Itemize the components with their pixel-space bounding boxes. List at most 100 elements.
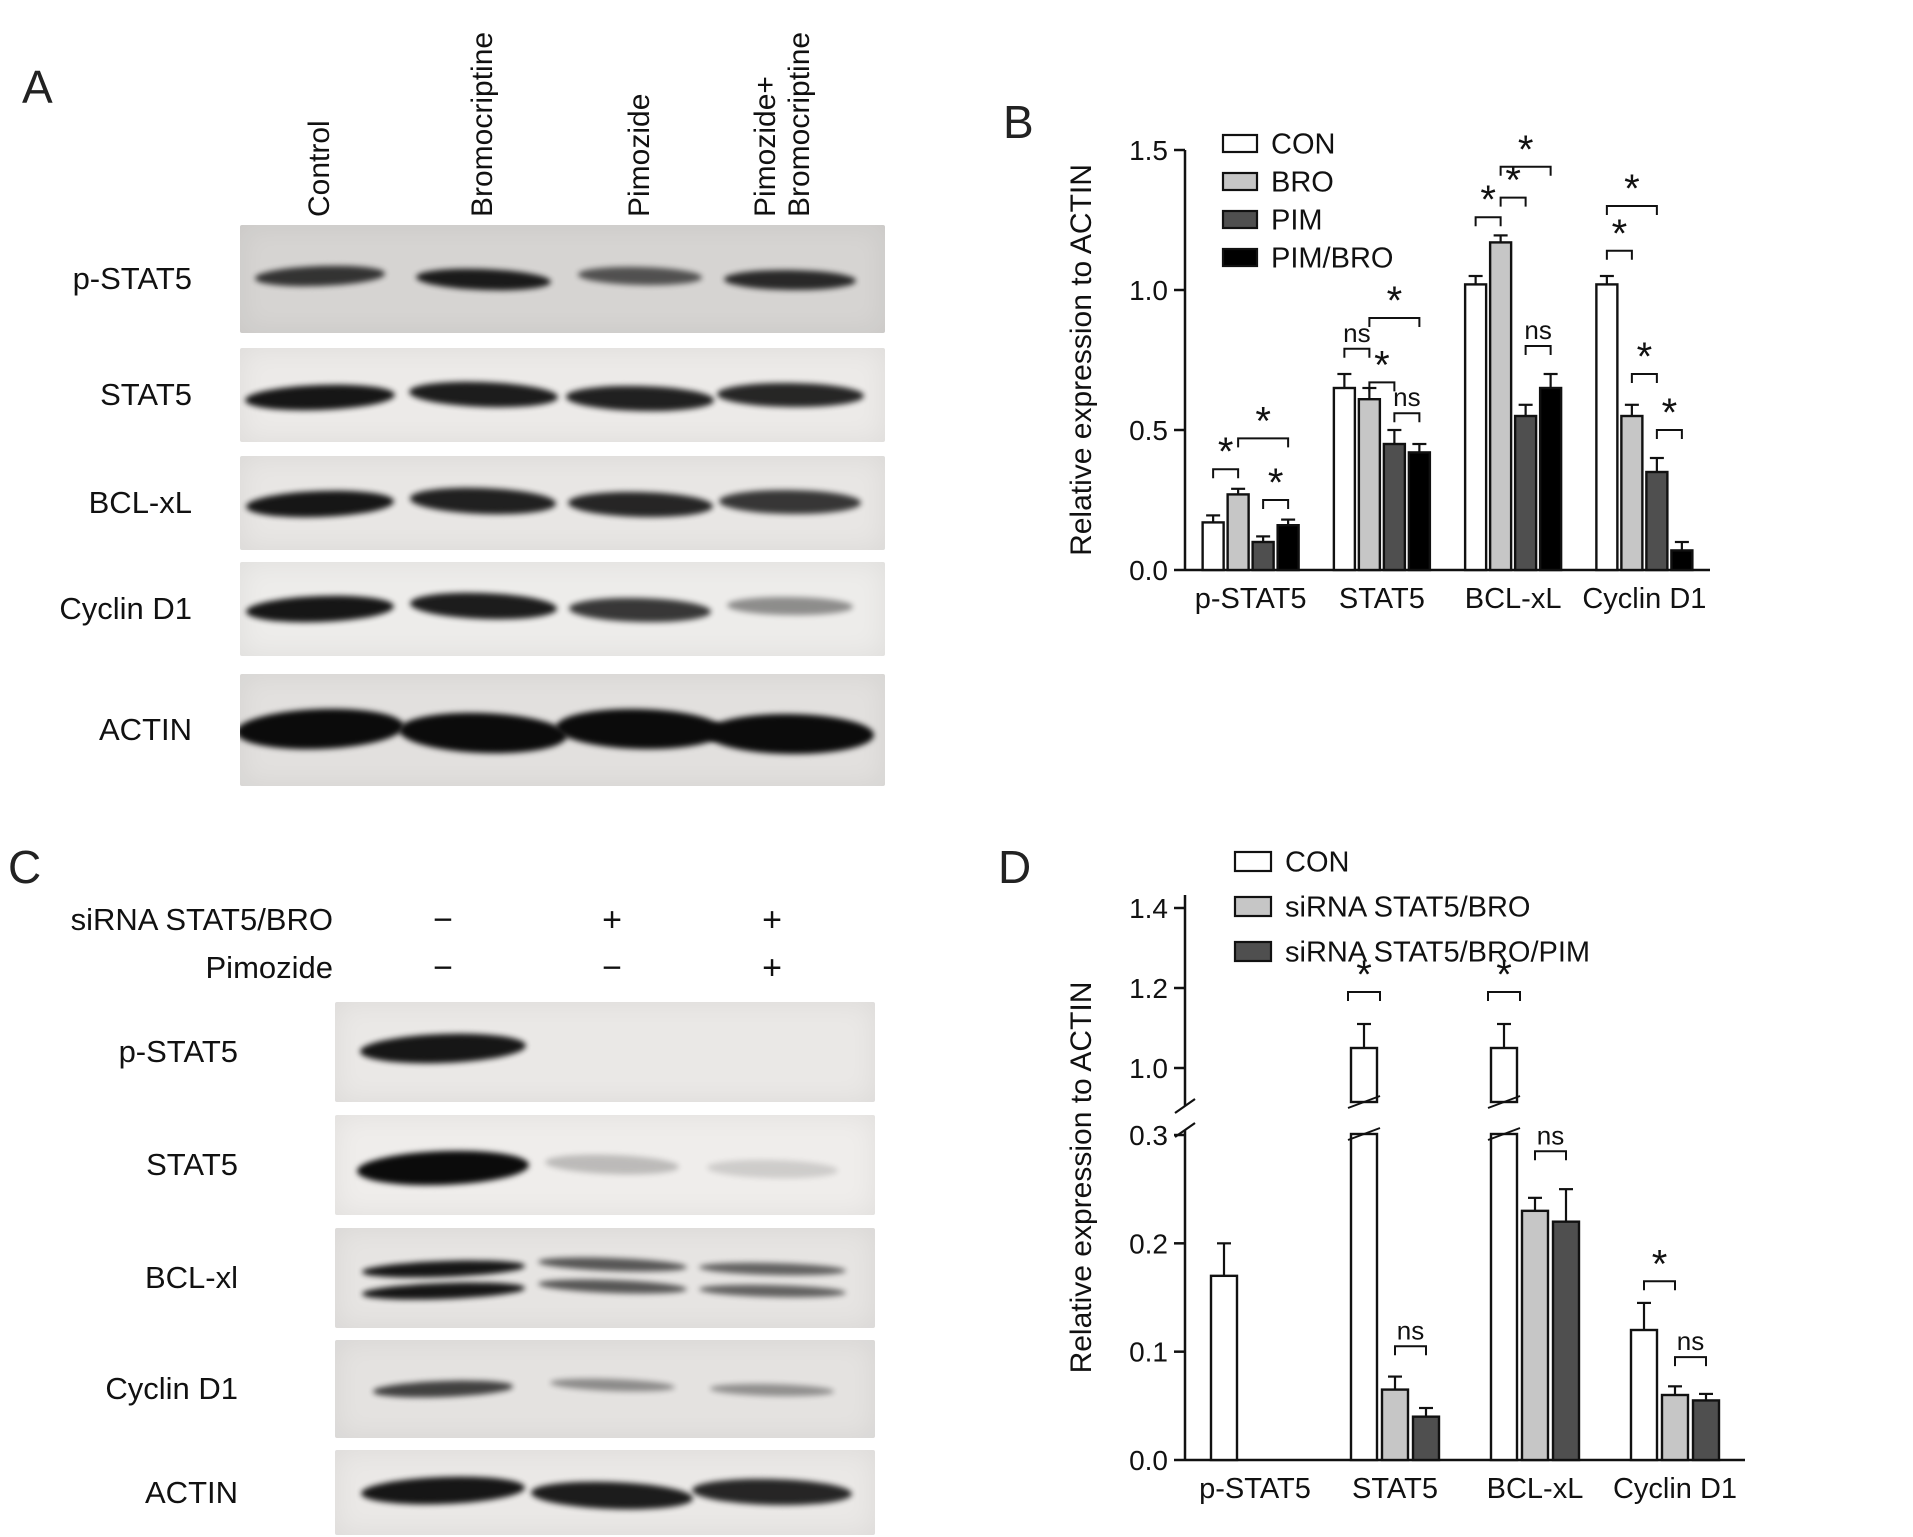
bar bbox=[1407, 451, 1432, 572]
category-label: p-STAT5 bbox=[1199, 1473, 1311, 1505]
bar-segment-upper bbox=[1349, 1046, 1379, 1104]
blot-strip bbox=[335, 1228, 875, 1328]
sig-bracket bbox=[1605, 249, 1633, 260]
blot-band bbox=[530, 1478, 694, 1512]
legend-label: siRNA STAT5/BRO/PIM bbox=[1285, 937, 1590, 969]
y-tick-label: 0.0 bbox=[1129, 1445, 1168, 1476]
blot-row-label: ACTIN bbox=[145, 1474, 238, 1510]
blot-strip bbox=[335, 1115, 875, 1215]
legend-label: siRNA STAT5/BRO bbox=[1285, 892, 1530, 924]
category-label: STAT5 bbox=[1352, 1473, 1438, 1505]
y-axis-title: Relative expression to ACTIN bbox=[1065, 164, 1098, 556]
sig-bracket bbox=[1487, 991, 1521, 1001]
sig-bracket bbox=[1630, 373, 1658, 383]
condition-value: − bbox=[433, 949, 453, 987]
y-tick-label: 1.4 bbox=[1129, 893, 1168, 924]
bar bbox=[1226, 493, 1250, 572]
bar-break-mark bbox=[1347, 1095, 1381, 1109]
condition-value: + bbox=[762, 901, 782, 939]
sig-star: * bbox=[1662, 391, 1678, 435]
legend-swatch bbox=[1221, 209, 1259, 230]
legend-swatch bbox=[1233, 895, 1273, 918]
legend-swatch bbox=[1233, 850, 1273, 873]
sig-star: * bbox=[1624, 167, 1640, 211]
blot-strip bbox=[240, 562, 885, 656]
blot-row-label: BCL-xL bbox=[88, 485, 192, 520]
bar bbox=[1332, 386, 1357, 572]
blot-band bbox=[361, 1257, 525, 1280]
blot-row-label: STAT5 bbox=[100, 377, 192, 412]
sig-star: * bbox=[1387, 279, 1403, 323]
sig-bracket bbox=[1524, 345, 1552, 355]
sig-star: * bbox=[1374, 343, 1390, 387]
sig-bracket bbox=[1347, 991, 1381, 1001]
bar bbox=[1595, 283, 1619, 572]
panel-b-label: B bbox=[1003, 96, 1035, 148]
legend-label: CON bbox=[1285, 847, 1349, 879]
blot-band bbox=[698, 1261, 846, 1278]
sig-bracket bbox=[1534, 1150, 1567, 1161]
sig-star: * bbox=[1480, 178, 1496, 222]
blot-band bbox=[361, 1279, 525, 1302]
condition-value: + bbox=[602, 901, 622, 939]
axis-break-mark bbox=[1174, 1098, 1196, 1114]
bar bbox=[1513, 414, 1538, 572]
bar bbox=[1520, 1209, 1550, 1462]
bar bbox=[1670, 549, 1694, 572]
blot-band bbox=[698, 1283, 846, 1300]
bar-break-mark bbox=[1487, 1127, 1521, 1141]
y-tick-label: 1.0 bbox=[1129, 1053, 1168, 1084]
panel-d-label: D bbox=[998, 841, 1033, 893]
blot-row-label: p-STAT5 bbox=[118, 1034, 238, 1069]
legend-swatch bbox=[1221, 247, 1259, 268]
blot-strip bbox=[240, 456, 885, 550]
blot-row-label: Cyclin D1 bbox=[59, 591, 192, 626]
bar bbox=[1660, 1393, 1690, 1462]
blot-strip bbox=[335, 1340, 875, 1438]
bar-break-mark bbox=[1487, 1095, 1521, 1109]
blot-row-label: STAT5 bbox=[146, 1147, 238, 1182]
condition-value: − bbox=[602, 949, 622, 987]
y-tick-label: 0.0 bbox=[1129, 555, 1168, 586]
bar-segment-upper bbox=[1489, 1046, 1519, 1104]
blot-row-label: ACTIN bbox=[99, 712, 192, 747]
sig-bracket bbox=[1212, 468, 1240, 479]
sig-star: * bbox=[1637, 335, 1653, 379]
legend-label: PIM/BRO bbox=[1271, 243, 1393, 275]
bar bbox=[1551, 1220, 1581, 1462]
blot-band bbox=[537, 1277, 687, 1297]
bar bbox=[1209, 1274, 1239, 1462]
condition-value: + bbox=[762, 949, 782, 987]
sig-star: * bbox=[1496, 953, 1512, 997]
category-label: STAT5 bbox=[1339, 583, 1425, 615]
bar bbox=[1538, 386, 1563, 572]
bar bbox=[1380, 1388, 1410, 1462]
sig-ns: ns bbox=[1537, 1120, 1564, 1150]
bar-segment-lower bbox=[1349, 1132, 1379, 1462]
blot-band bbox=[709, 1382, 835, 1398]
sig-ns: ns bbox=[1393, 382, 1420, 412]
sig-star: * bbox=[1612, 212, 1628, 256]
bar bbox=[1488, 241, 1513, 572]
panel-b-bar-chart: 0.0 0.5 1.0 1.5 Relative expression to ACTIN… bbox=[1065, 128, 1710, 615]
blot-band bbox=[537, 1255, 687, 1275]
blot-band bbox=[706, 1157, 838, 1180]
y-tick-label: 0.3 bbox=[1129, 1120, 1168, 1151]
blot-band bbox=[691, 1476, 853, 1507]
condition-label: siRNA STAT5/BRO bbox=[70, 902, 333, 937]
legend-swatch bbox=[1221, 133, 1259, 154]
sig-star: * bbox=[1356, 953, 1372, 997]
bar-segment-lower bbox=[1489, 1132, 1519, 1462]
blot-row-label: Cyclin D1 bbox=[105, 1371, 238, 1406]
blot-row-label: BCL-xl bbox=[144, 1260, 238, 1295]
category-label: BCL-xL bbox=[1465, 583, 1562, 615]
y-tick-label: 1.5 bbox=[1129, 135, 1168, 166]
sig-star: * bbox=[1218, 430, 1234, 474]
sig-bracket bbox=[1262, 499, 1290, 509]
bar bbox=[1382, 442, 1407, 572]
bar bbox=[1251, 540, 1275, 572]
bar-break-mark bbox=[1347, 1127, 1381, 1141]
